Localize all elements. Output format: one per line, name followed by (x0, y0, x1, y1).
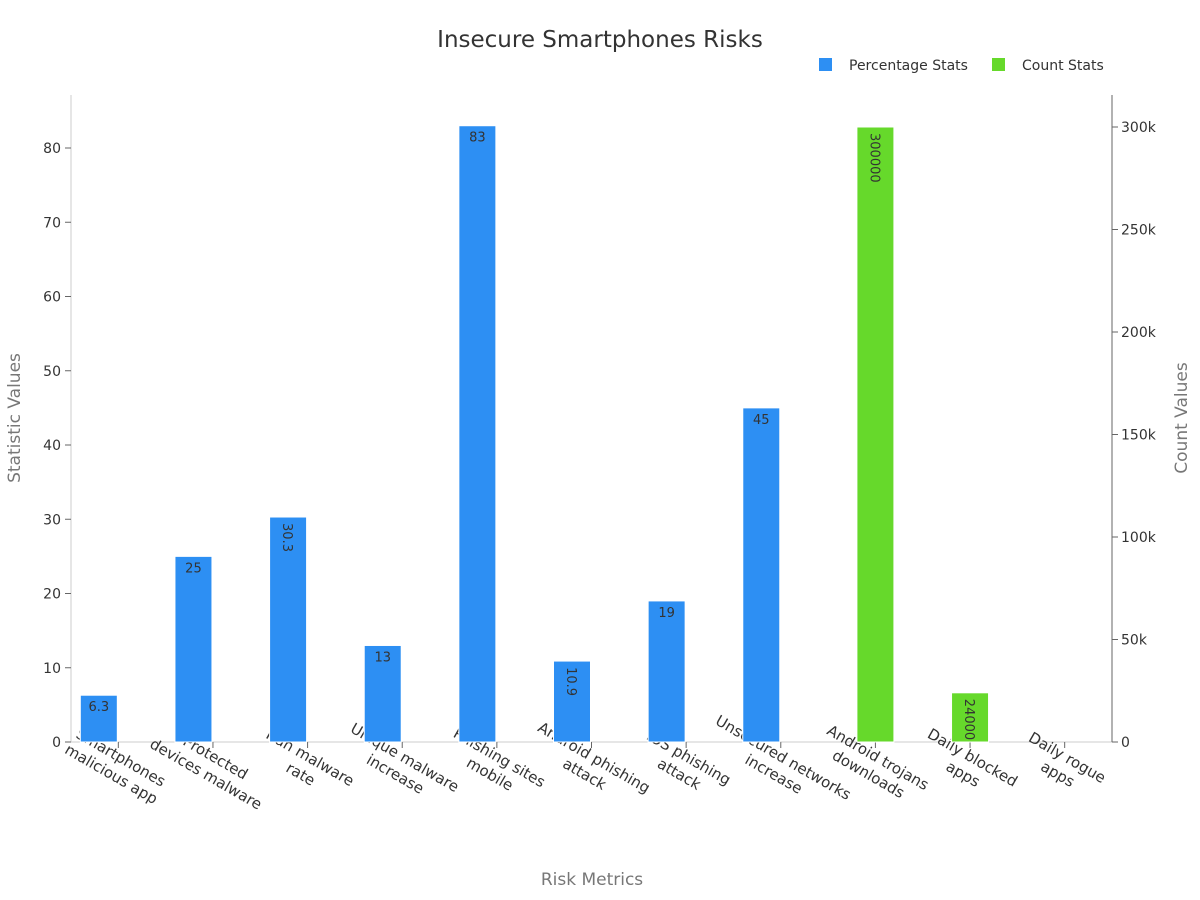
data-label: 19 (658, 606, 675, 621)
y2-axis-ticks: 0 50k 100k 150k 200k 250k 300k (1112, 120, 1157, 751)
y2-tick-label: 300k (1121, 120, 1157, 136)
legend-swatch (819, 58, 832, 71)
bar (174, 555, 213, 743)
bar (269, 516, 308, 743)
bar (647, 600, 686, 743)
legend-label: Percentage Stats (849, 58, 968, 74)
bar (742, 407, 781, 743)
y2-tick-label: 100k (1121, 530, 1157, 546)
bar (951, 692, 990, 743)
y-tick-label: 80 (43, 141, 61, 157)
bar (553, 660, 591, 743)
y2-tick-label: 200k (1121, 325, 1157, 341)
x-axis-title: Risk Metrics (541, 870, 643, 890)
legend-label: Count Stats (1022, 58, 1104, 74)
chart-title: Insecure Smartphones Risks (437, 27, 763, 53)
legend: Percentage Stats Count Stats (819, 58, 1104, 74)
y2-tick-label: 250k (1121, 223, 1157, 239)
y-tick-label: 70 (43, 215, 61, 231)
y-tick-label: 10 (43, 661, 61, 677)
y-axis-title: Statistic Values (5, 353, 25, 483)
y-tick-label: 60 (43, 290, 61, 306)
data-label: 10.9 (563, 667, 578, 696)
data-label: 13 (374, 650, 391, 665)
data-labels: 6.3 25 30.3 13 83 10.9 19 45 300000 24000 (88, 131, 976, 740)
bar (458, 125, 497, 743)
y-tick-label: 50 (43, 364, 61, 380)
y-tick-label: 20 (43, 587, 61, 603)
data-label: 25 (185, 561, 202, 576)
y-axis-ticks: 0 10 20 30 40 50 60 70 80 (43, 141, 71, 751)
data-label: 45 (753, 413, 770, 428)
bar (79, 694, 118, 743)
legend-swatch (992, 58, 1005, 71)
y-tick-label: 0 (52, 735, 61, 751)
y2-tick-label: 150k (1121, 428, 1157, 444)
y-tick-label: 40 (43, 438, 61, 454)
y2-tick-label: 50k (1121, 633, 1148, 649)
data-label: 30.3 (279, 523, 294, 552)
data-label: 300000 (866, 133, 881, 183)
data-label: 83 (469, 131, 486, 146)
bars (79, 125, 990, 743)
data-label: 6.3 (88, 700, 109, 715)
y2-tick-label: 0 (1121, 735, 1130, 751)
y2-axis-title: Count Values (1172, 362, 1192, 474)
bar (856, 126, 895, 743)
bar (363, 644, 402, 743)
data-label: 24000 (961, 699, 976, 740)
y-tick-label: 30 (43, 512, 61, 528)
